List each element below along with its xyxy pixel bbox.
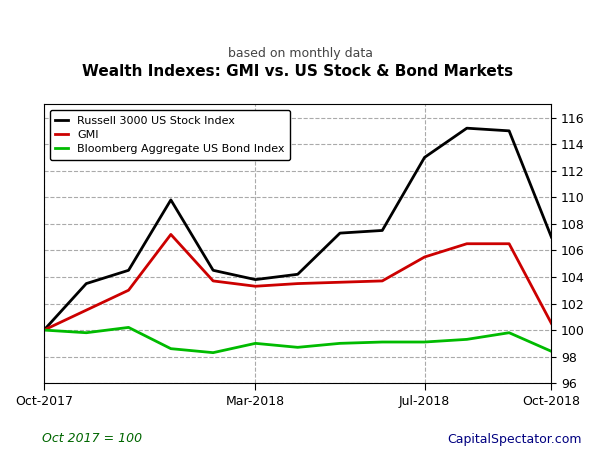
- GMI: [421, 254, 428, 260]
- GMI: [83, 307, 90, 313]
- Text: CapitalSpectator.com: CapitalSpectator.com: [448, 432, 582, 446]
- GMI: [379, 278, 386, 284]
- Bloomberg Aggregate US Bond Index: [337, 341, 344, 346]
- Text: Oct 2017 = 100: Oct 2017 = 100: [42, 432, 142, 446]
- GMI: [167, 232, 175, 237]
- Bloomberg Aggregate US Bond Index: [506, 330, 513, 335]
- Russell 3000 US Stock Index: [40, 327, 47, 333]
- GMI: [252, 284, 259, 289]
- Bloomberg Aggregate US Bond Index: [252, 341, 259, 346]
- Russell 3000 US Stock Index: [548, 234, 555, 240]
- Russell 3000 US Stock Index: [252, 277, 259, 282]
- Bloomberg Aggregate US Bond Index: [294, 345, 301, 350]
- Russell 3000 US Stock Index: [209, 268, 217, 273]
- Russell 3000 US Stock Index: [379, 228, 386, 233]
- Bloomberg Aggregate US Bond Index: [548, 349, 555, 354]
- Title: Wealth Indexes: GMI vs. US Stock & Bond Markets: Wealth Indexes: GMI vs. US Stock & Bond …: [82, 64, 513, 80]
- GMI: [209, 278, 217, 284]
- Bloomberg Aggregate US Bond Index: [463, 337, 470, 342]
- Russell 3000 US Stock Index: [463, 126, 470, 131]
- GMI: [506, 241, 513, 247]
- Russell 3000 US Stock Index: [506, 128, 513, 134]
- Bloomberg Aggregate US Bond Index: [167, 346, 175, 351]
- GMI: [125, 288, 132, 293]
- GMI: [463, 241, 470, 247]
- Russell 3000 US Stock Index: [167, 197, 175, 202]
- GMI: [40, 327, 47, 333]
- Russell 3000 US Stock Index: [125, 268, 132, 273]
- Russell 3000 US Stock Index: [83, 281, 90, 286]
- Russell 3000 US Stock Index: [421, 155, 428, 160]
- GMI: [337, 279, 344, 285]
- Bloomberg Aggregate US Bond Index: [209, 350, 217, 356]
- Legend: Russell 3000 US Stock Index, GMI, Bloomberg Aggregate US Bond Index: Russell 3000 US Stock Index, GMI, Bloomb…: [50, 110, 290, 160]
- Line: Russell 3000 US Stock Index: Russell 3000 US Stock Index: [44, 128, 551, 330]
- Line: GMI: GMI: [44, 234, 551, 330]
- Text: based on monthly data: based on monthly data: [227, 47, 373, 60]
- Bloomberg Aggregate US Bond Index: [379, 339, 386, 345]
- Russell 3000 US Stock Index: [337, 230, 344, 236]
- GMI: [294, 281, 301, 286]
- Bloomberg Aggregate US Bond Index: [40, 327, 47, 333]
- GMI: [548, 321, 555, 326]
- Russell 3000 US Stock Index: [294, 272, 301, 277]
- Bloomberg Aggregate US Bond Index: [83, 330, 90, 335]
- Bloomberg Aggregate US Bond Index: [125, 325, 132, 330]
- Line: Bloomberg Aggregate US Bond Index: Bloomberg Aggregate US Bond Index: [44, 328, 551, 353]
- Bloomberg Aggregate US Bond Index: [421, 339, 428, 345]
